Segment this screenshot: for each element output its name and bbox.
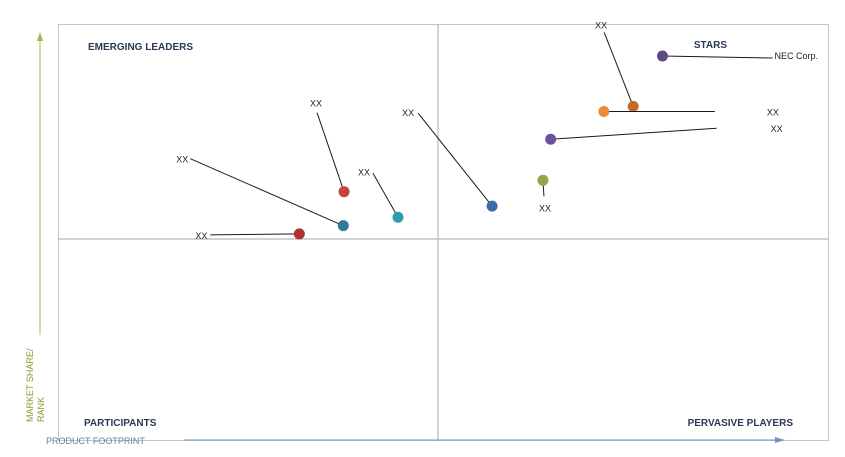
data-point-group: XX [595, 20, 639, 112]
data-point-label: XX [539, 203, 551, 213]
data-point-group: XX [402, 108, 498, 212]
data-point [293, 228, 305, 240]
y-axis-arrow-head [37, 32, 43, 41]
data-point [545, 133, 557, 145]
data-point-label: NEC Corp. [774, 51, 818, 61]
leader-line [662, 55, 773, 59]
data-point-label: XX [176, 155, 188, 165]
leader-line [210, 233, 300, 236]
data-point-group: XX [310, 99, 350, 198]
data-point [598, 106, 610, 118]
data-point [537, 174, 549, 186]
data-point-label: XX [595, 20, 607, 30]
quadrant-label-pervasive-players: PERVASIVE PLAYERS [688, 418, 794, 429]
quadrant-label-emerging-leaders: EMERGING LEADERS [88, 42, 193, 53]
x-axis-title: PRODUCT FOOTPRINT [46, 436, 145, 446]
x-axis-arrow-head [775, 437, 785, 443]
data-point-label: XX [358, 167, 370, 177]
data-point-label: XX [402, 108, 414, 118]
data-point [338, 186, 350, 198]
quadrant-label-participants: PARTICIPANTS [84, 418, 157, 429]
data-point [337, 220, 349, 232]
data-point-group: XX [545, 124, 783, 145]
data-point-label: XX [310, 99, 322, 109]
data-point-group: XX [598, 106, 779, 118]
data-point [392, 211, 404, 223]
data-point-group: NEC Corp. [656, 50, 818, 62]
quadrant-label-stars: STARS [694, 40, 727, 51]
chart-frame [58, 24, 829, 441]
data-point [656, 50, 668, 62]
data-point-group: XX [358, 167, 404, 223]
y-axis-title-line-2: RANK [36, 397, 46, 422]
data-point-label: XX [195, 231, 207, 241]
data-points: NEC Corp. XX XX XX XX XX XX XX XX XX [176, 20, 818, 240]
y-axis-title-line-1: MARKET SHARE/ [25, 348, 35, 422]
leader-line [372, 173, 399, 218]
data-point-group: XX [195, 228, 305, 241]
data-point-group: XX [176, 155, 349, 232]
leader-line [550, 127, 717, 140]
leader-line [190, 158, 344, 227]
data-point [486, 200, 498, 212]
data-point-group: XX [537, 174, 551, 213]
data-point-label: XX [771, 124, 783, 134]
leader-line [417, 112, 493, 207]
leader-line [603, 32, 634, 107]
data-point [627, 100, 639, 112]
leader-line [316, 112, 345, 192]
data-point-label: XX [767, 108, 779, 118]
